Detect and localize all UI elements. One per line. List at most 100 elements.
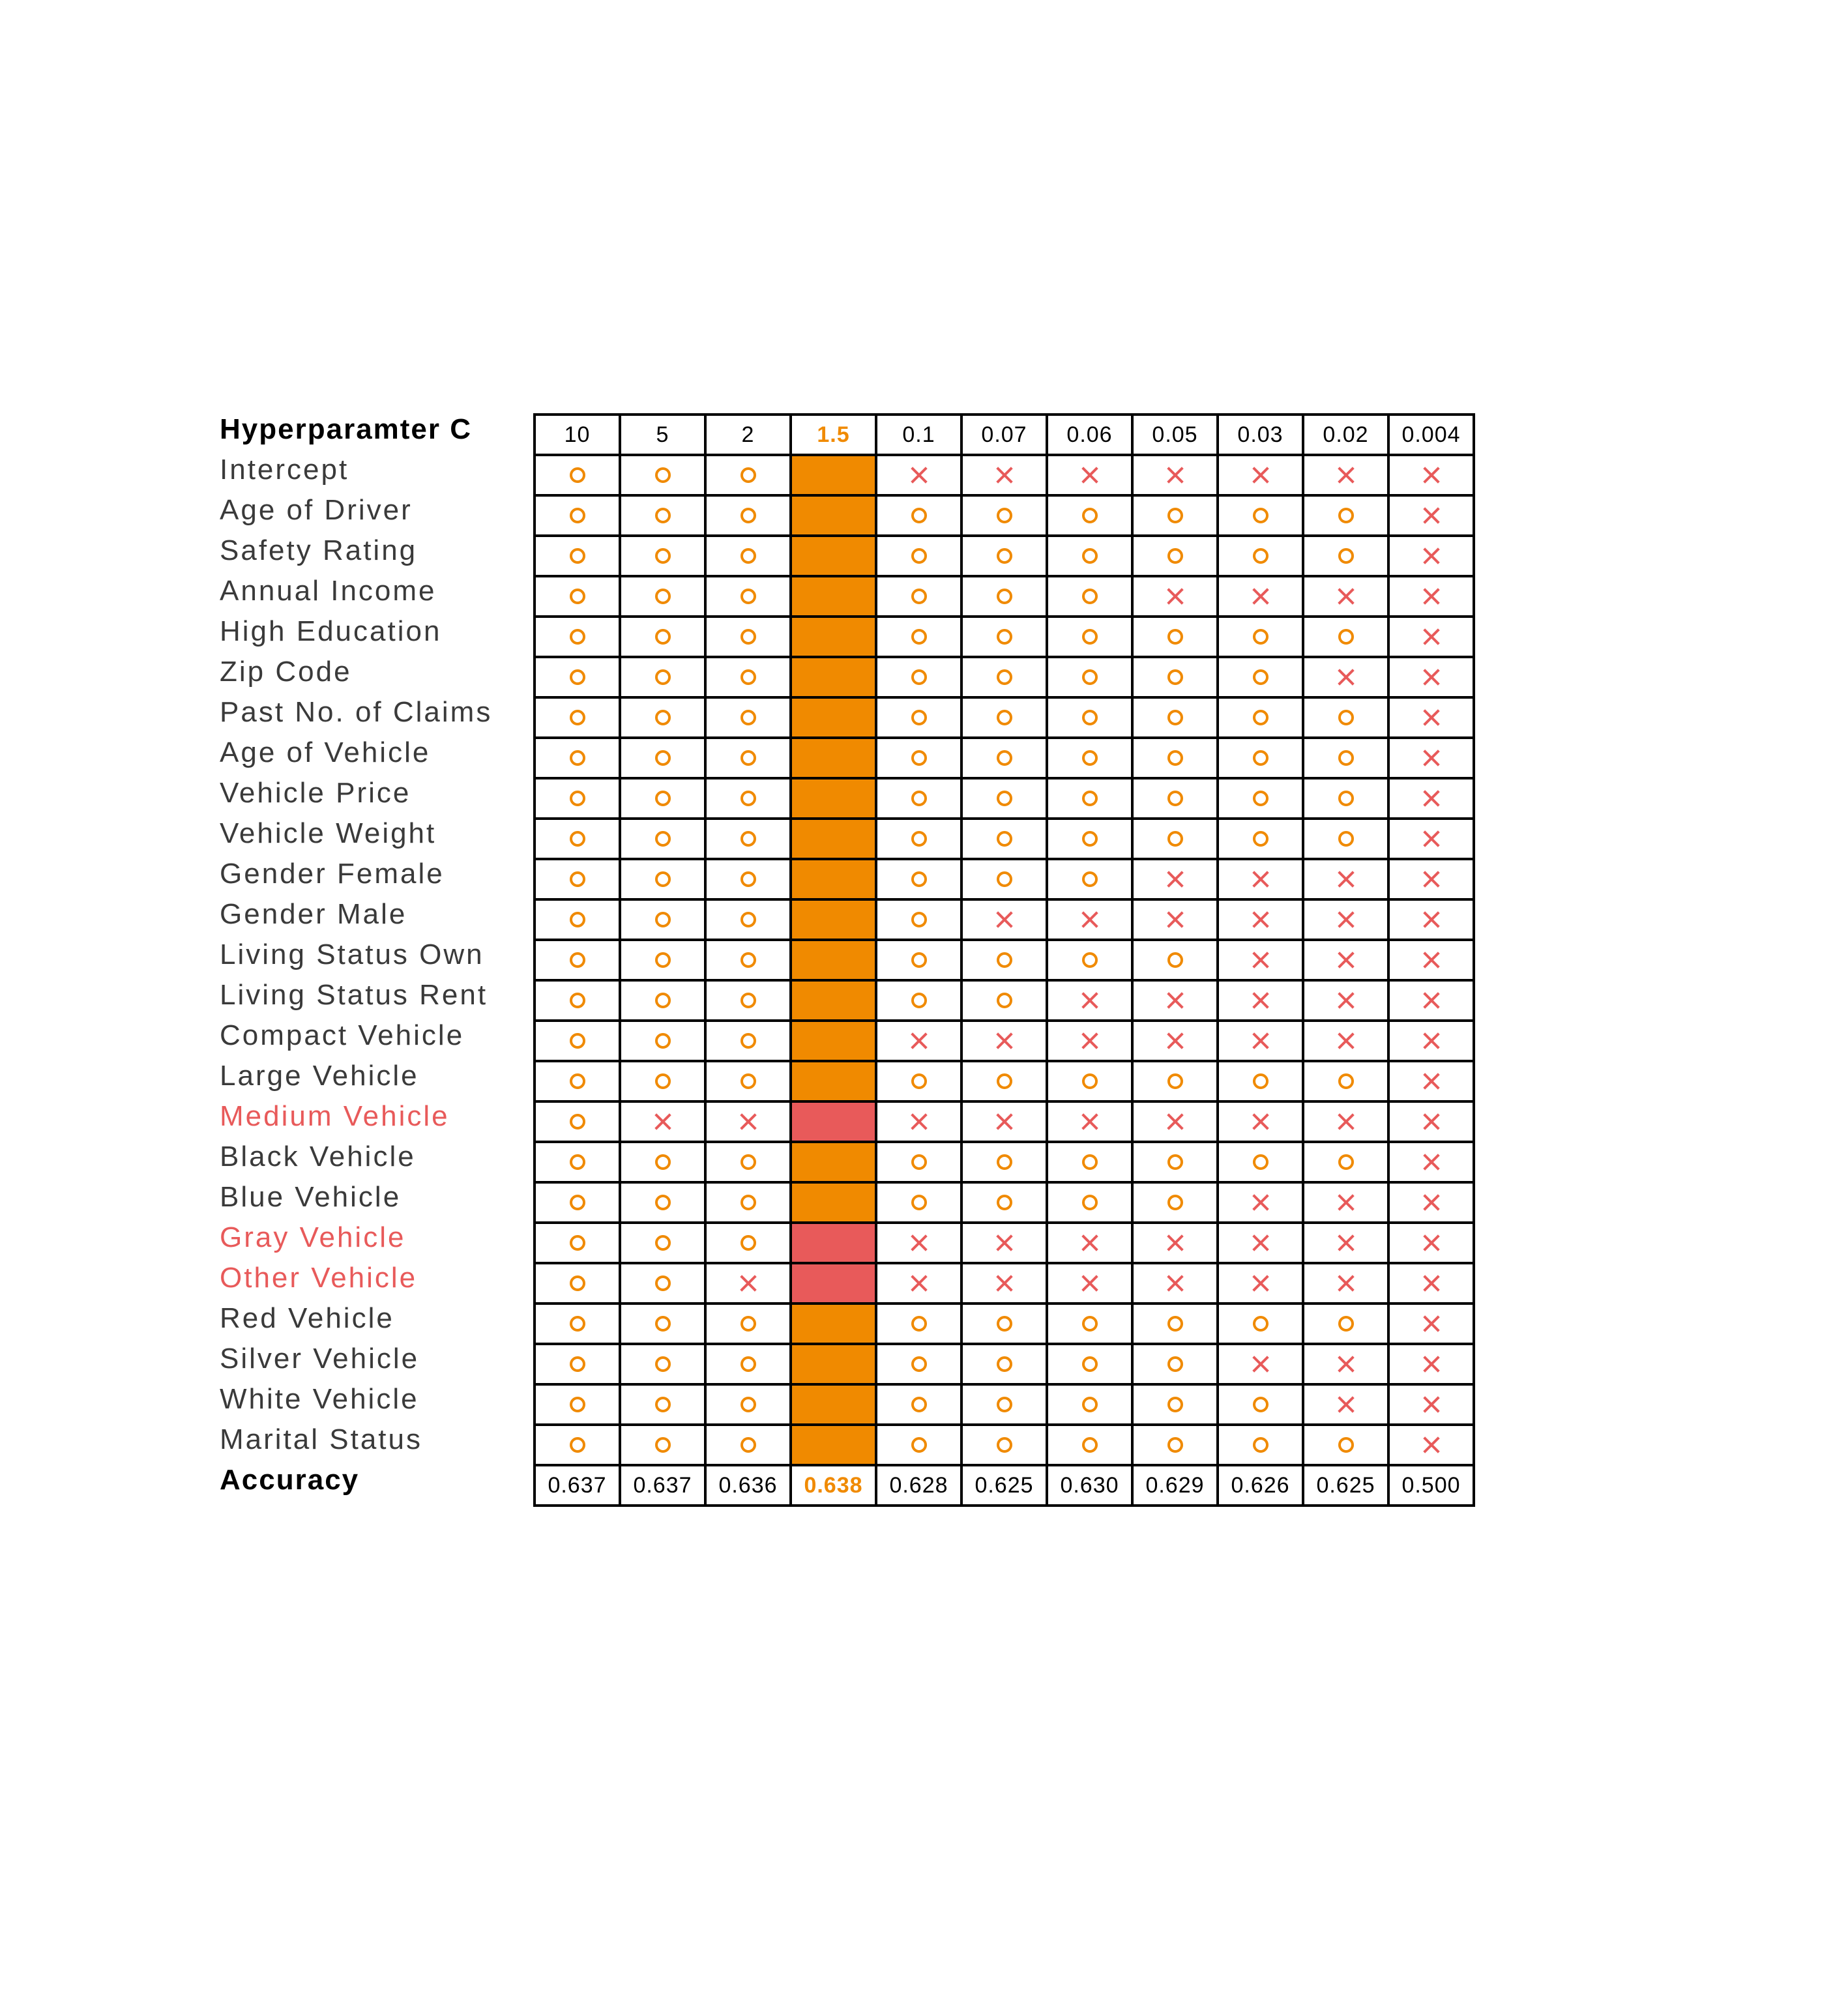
cross-icon bbox=[1338, 911, 1355, 928]
feature-label: Marital Status bbox=[220, 1423, 422, 1455]
circle-icon bbox=[1081, 952, 1098, 968]
table-cell bbox=[1302, 939, 1390, 982]
selected-feature-fill bbox=[789, 615, 877, 658]
circle-icon bbox=[1167, 1437, 1183, 1453]
table-cell bbox=[875, 454, 963, 497]
accuracy-value: 0.638 bbox=[789, 1464, 877, 1507]
table-cell bbox=[1216, 1019, 1304, 1062]
column-header: 1.5 bbox=[789, 413, 877, 456]
cross-icon bbox=[1423, 1275, 1440, 1292]
feature-label: Intercept bbox=[220, 454, 349, 486]
circle-icon bbox=[654, 952, 671, 968]
circle-icon bbox=[996, 548, 1012, 564]
circle-icon bbox=[996, 993, 1012, 1008]
circle-icon bbox=[1338, 791, 1354, 806]
dropped-feature-fill bbox=[789, 1100, 877, 1143]
circle-icon bbox=[911, 1316, 927, 1332]
table-cell bbox=[1387, 615, 1475, 658]
accuracy-value: 0.629 bbox=[1131, 1464, 1219, 1507]
cross-icon bbox=[911, 1275, 928, 1292]
cross-icon bbox=[1252, 1032, 1269, 1049]
table-cell bbox=[1302, 615, 1390, 658]
table-cell bbox=[1387, 1302, 1475, 1345]
cross-icon bbox=[1338, 1032, 1355, 1049]
selected-feature-fill bbox=[789, 454, 877, 497]
cross-icon bbox=[911, 467, 928, 484]
circle-icon bbox=[1081, 629, 1098, 645]
circle-icon bbox=[569, 1073, 585, 1089]
table-cell bbox=[704, 534, 792, 577]
table-cell bbox=[533, 454, 621, 497]
table-cell bbox=[1387, 1262, 1475, 1305]
table-cell bbox=[1387, 1221, 1475, 1264]
table-cell bbox=[533, 1302, 621, 1345]
table-cell bbox=[704, 1019, 792, 1062]
circle-icon bbox=[996, 1437, 1012, 1453]
table-cell bbox=[533, 736, 621, 779]
table-cell bbox=[960, 454, 1048, 497]
circle-icon bbox=[740, 710, 756, 725]
table-cell bbox=[533, 1221, 621, 1264]
cross-icon bbox=[1081, 1234, 1098, 1251]
table-cell bbox=[875, 1302, 963, 1345]
feature-label: Vehicle Price bbox=[220, 777, 411, 809]
table-cell bbox=[1387, 534, 1475, 577]
selected-feature-fill bbox=[789, 494, 877, 537]
table-cell bbox=[875, 1019, 963, 1062]
table-cell bbox=[1302, 898, 1390, 941]
table-cell bbox=[1046, 939, 1134, 982]
cross-icon bbox=[1167, 1032, 1184, 1049]
circle-icon bbox=[911, 548, 927, 564]
table-cell bbox=[1216, 1262, 1304, 1305]
cross-icon bbox=[1423, 830, 1440, 847]
cross-icon bbox=[1423, 1396, 1440, 1413]
table-cell bbox=[1387, 454, 1475, 497]
cross-icon bbox=[1252, 467, 1269, 484]
table-cell bbox=[1216, 575, 1304, 618]
cross-icon bbox=[996, 1275, 1013, 1292]
cross-icon bbox=[1081, 1032, 1098, 1049]
column-header: 0.07 bbox=[960, 413, 1048, 456]
circle-icon bbox=[1081, 508, 1098, 523]
table-cell bbox=[1046, 777, 1134, 820]
cross-icon bbox=[1423, 1194, 1440, 1211]
circle-icon bbox=[569, 1437, 585, 1453]
circle-icon bbox=[654, 669, 671, 685]
table-cell bbox=[960, 898, 1048, 941]
accuracy-value: 0.637 bbox=[533, 1464, 621, 1507]
table-cell bbox=[1302, 1383, 1390, 1426]
selected-feature-fill bbox=[789, 1423, 877, 1466]
circle-icon bbox=[1167, 750, 1183, 766]
cross-icon bbox=[1423, 1154, 1440, 1171]
circle-icon bbox=[1338, 508, 1354, 523]
cross-icon bbox=[996, 1234, 1013, 1251]
accuracy-value: 0.625 bbox=[1302, 1464, 1390, 1507]
table-cell bbox=[704, 1343, 792, 1386]
table-cell bbox=[619, 1100, 707, 1143]
cross-icon bbox=[1338, 1396, 1355, 1413]
circle-icon bbox=[654, 1033, 671, 1049]
table-cell bbox=[1216, 454, 1304, 497]
table-cell bbox=[1387, 1383, 1475, 1426]
circle-icon bbox=[996, 791, 1012, 806]
table-cell bbox=[1131, 1383, 1219, 1426]
table-cell bbox=[960, 534, 1048, 577]
table-cell bbox=[533, 575, 621, 618]
cross-icon bbox=[1338, 1275, 1355, 1292]
feature-label: Safety Rating bbox=[220, 534, 418, 566]
table-cell bbox=[1387, 1141, 1475, 1184]
table-cell bbox=[619, 817, 707, 860]
table-cell bbox=[704, 939, 792, 982]
table-cell bbox=[1302, 656, 1390, 699]
cross-icon bbox=[1338, 669, 1355, 686]
circle-icon bbox=[654, 1195, 671, 1210]
circle-icon bbox=[740, 1437, 756, 1453]
table-cell bbox=[619, 1262, 707, 1305]
circle-icon bbox=[740, 1235, 756, 1251]
table-cell bbox=[1046, 1383, 1134, 1426]
cross-icon bbox=[1338, 992, 1355, 1009]
circle-icon bbox=[569, 952, 585, 968]
cross-icon bbox=[1167, 1234, 1184, 1251]
table-cell bbox=[1216, 1181, 1304, 1224]
selected-feature-fill bbox=[789, 1019, 877, 1062]
